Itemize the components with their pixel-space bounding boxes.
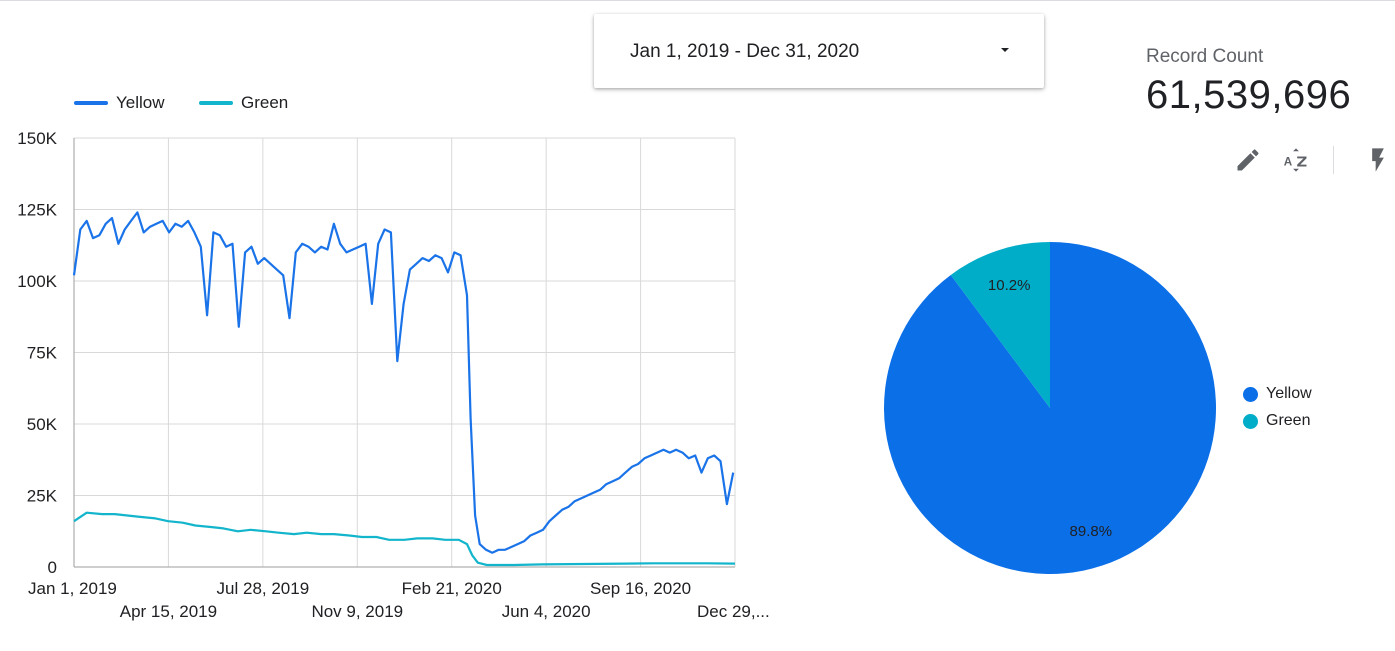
pencil-icon[interactable] bbox=[1234, 146, 1262, 174]
pie-legend-item-yellow[interactable]: Yellow bbox=[1243, 385, 1312, 403]
sort-az-icon[interactable]: A bbox=[1282, 146, 1310, 174]
y-tick-label: 75K bbox=[27, 344, 58, 363]
x-tick-label: Jan 1, 2019 bbox=[28, 579, 117, 598]
legend-swatch-yellow bbox=[74, 101, 108, 105]
legend-label-green: Green bbox=[241, 93, 289, 112]
pie-slice-yellow[interactable] bbox=[884, 242, 1217, 574]
pie-legend-dot-green bbox=[1243, 413, 1258, 429]
x-tick-label: Feb 21, 2020 bbox=[402, 579, 502, 598]
legend-item-yellow[interactable]: Yellow bbox=[74, 93, 165, 113]
y-tick-label: 0 bbox=[48, 558, 57, 577]
pie-chart[interactable]: 89.8% 10.2% bbox=[870, 230, 1230, 590]
x-tick-label: Jul 28, 2019 bbox=[217, 579, 310, 598]
legend-label-yellow: Yellow bbox=[116, 93, 165, 112]
series-line-yellow[interactable] bbox=[72, 211, 735, 554]
scorecard-label: Record Count bbox=[1146, 46, 1264, 67]
pie-slice-label: 89.8% bbox=[1070, 523, 1113, 540]
date-range-control[interactable]: Jan 1, 2019 - Dec 31, 2020 bbox=[594, 14, 1044, 88]
y-tick-label: 100K bbox=[17, 272, 57, 291]
x-tick-label: Nov 9, 2019 bbox=[311, 602, 403, 621]
y-tick-label: 150K bbox=[17, 129, 57, 148]
pie-legend-label-yellow: Yellow bbox=[1266, 385, 1312, 402]
x-tick-label: Sep 16, 2020 bbox=[590, 579, 691, 598]
pie-legend-label-green: Green bbox=[1266, 412, 1311, 429]
date-range-label: Jan 1, 2019 - Dec 31, 2020 bbox=[630, 41, 860, 62]
pie-slice-green[interactable] bbox=[950, 242, 1050, 408]
series-line-green[interactable] bbox=[73, 511, 736, 567]
x-tick-label: Dec 29,... bbox=[697, 602, 770, 621]
pie-legend-dot-yellow bbox=[1243, 386, 1258, 402]
legend-item-green[interactable]: Green bbox=[199, 93, 288, 113]
legend-swatch-green bbox=[199, 101, 233, 105]
svg-text:A: A bbox=[1284, 155, 1293, 168]
y-tick-label: 25K bbox=[27, 487, 58, 506]
x-tick-label: Jun 4, 2020 bbox=[502, 602, 591, 621]
caret-down-icon[interactable] bbox=[1001, 48, 1009, 52]
x-tick-label: Apr 15, 2019 bbox=[120, 602, 217, 621]
pie-slice-label: 10.2% bbox=[988, 277, 1031, 294]
y-tick-label: 50K bbox=[27, 415, 58, 434]
top-divider bbox=[0, 0, 1395, 1]
lightning-icon[interactable] bbox=[1364, 146, 1392, 174]
pie-legend-item-green[interactable]: Green bbox=[1243, 412, 1310, 430]
y-tick-label: 125K bbox=[17, 201, 57, 220]
scorecard-value: 61,539,696 bbox=[1146, 73, 1352, 117]
toolbar-divider bbox=[1333, 146, 1334, 174]
